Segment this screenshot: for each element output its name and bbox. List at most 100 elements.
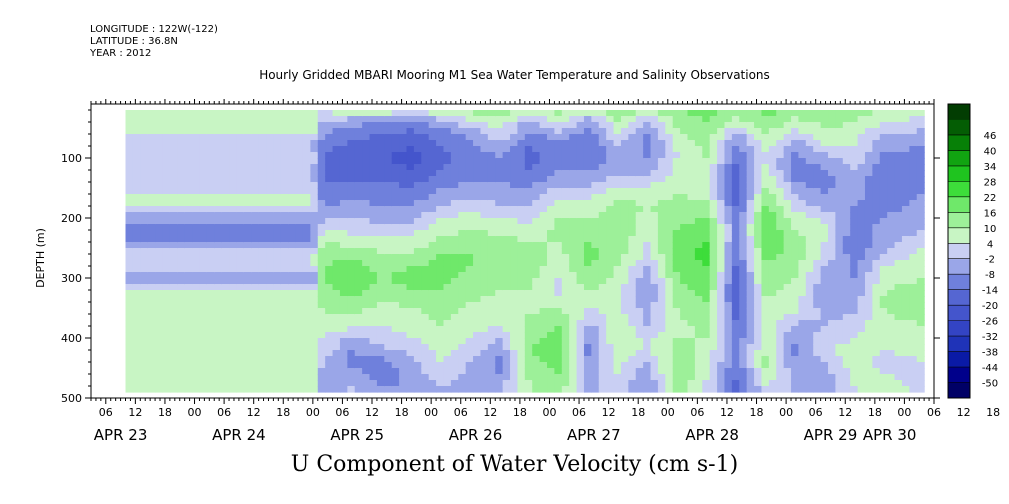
heatmap-cell [280, 344, 289, 351]
heatmap-cell [155, 290, 164, 297]
heatmap-cell [450, 230, 459, 237]
heatmap-cell [310, 344, 319, 351]
heatmap-cell [694, 200, 703, 207]
heatmap-cell [672, 128, 681, 135]
heatmap-cell [473, 170, 482, 177]
heatmap-cell [606, 290, 615, 297]
heatmap-cell [872, 380, 881, 387]
heatmap-cell [458, 152, 467, 159]
heatmap-cell [643, 332, 652, 339]
heatmap-cell [702, 332, 711, 339]
heatmap-cell [280, 386, 289, 393]
heatmap-cell [332, 110, 341, 117]
heatmap-cell [576, 236, 585, 243]
heatmap-cell [842, 116, 851, 123]
heatmap-cell [635, 170, 644, 177]
heatmap-cell [236, 212, 245, 219]
heatmap-cell [347, 158, 356, 165]
heatmap-cell [169, 338, 178, 345]
heatmap-cell [428, 236, 437, 243]
heatmap-cell [739, 164, 748, 171]
heatmap-cell [650, 380, 659, 387]
heatmap-cell [473, 134, 482, 141]
heatmap-cell [192, 182, 201, 189]
heatmap-cell [872, 332, 881, 339]
heatmap-cell [598, 254, 607, 261]
heatmap-cell [517, 296, 526, 303]
heatmap-cell [842, 146, 851, 153]
heatmap-cell [694, 296, 703, 303]
heatmap-cell [347, 326, 356, 333]
heatmap-cell [280, 242, 289, 249]
heatmap-cell [872, 362, 881, 369]
heatmap-cell [842, 338, 851, 345]
heatmap-cell [857, 206, 866, 213]
heatmap-cell [776, 152, 785, 159]
heatmap-cell [872, 242, 881, 249]
heatmap-cell [517, 170, 526, 177]
heatmap-cell [680, 344, 689, 351]
heatmap-cell [606, 296, 615, 303]
heatmap-cell [598, 284, 607, 291]
heatmap-cell [650, 116, 659, 123]
heatmap-cell [295, 248, 304, 255]
heatmap-cell [229, 278, 238, 285]
heatmap-cell [317, 314, 326, 321]
heatmap-cell [561, 338, 570, 345]
heatmap-cell [746, 134, 755, 141]
heatmap-cell [835, 284, 844, 291]
heatmap-cell [473, 146, 482, 153]
heatmap-cell [554, 158, 563, 165]
heatmap-cell [443, 278, 452, 285]
heatmap-cell [620, 152, 629, 159]
heatmap-cell [465, 368, 474, 375]
heatmap-cell [857, 176, 866, 183]
heatmap-cell [169, 320, 178, 327]
heatmap-cell [805, 152, 814, 159]
heatmap-cell [376, 134, 385, 141]
heatmap-cell [510, 176, 519, 183]
heatmap-cell [828, 230, 836, 237]
heatmap-cell [465, 116, 474, 123]
heatmap-cell [583, 296, 592, 303]
heatmap-cell [495, 152, 504, 159]
heatmap-cell [783, 140, 792, 147]
heatmap-cell [820, 164, 829, 171]
heatmap-cell [376, 284, 385, 291]
heatmap-cell [192, 128, 201, 135]
heatmap-cell [687, 260, 696, 267]
heatmap-cell [339, 284, 348, 291]
heatmap-cell [724, 164, 733, 171]
heatmap-cell [694, 224, 703, 231]
heatmap-cell [657, 158, 666, 165]
heatmap-cell [473, 194, 482, 201]
heatmap-cell [362, 266, 371, 273]
heatmap-cell [598, 242, 607, 249]
heatmap-cell [465, 332, 474, 339]
heatmap-cell [798, 170, 807, 177]
heatmap-cell [731, 278, 740, 285]
heatmap-cell [177, 380, 186, 387]
heatmap-cell [606, 386, 615, 393]
heatmap-cell [776, 338, 785, 345]
heatmap-cell [569, 260, 578, 267]
heatmap-cell [206, 188, 215, 195]
heatmap-cell [436, 206, 445, 213]
heatmap-cell [746, 200, 755, 207]
heatmap-cell [406, 218, 415, 225]
heatmap-cell [199, 236, 208, 243]
heatmap-cell [487, 308, 496, 315]
heatmap-cell [465, 188, 474, 195]
heatmap-cell [384, 302, 393, 309]
heatmap-cell [894, 278, 903, 285]
heatmap-cell [502, 380, 511, 387]
heatmap-cell [754, 218, 763, 225]
heatmap-cell [332, 296, 341, 303]
heatmap-cell [724, 158, 733, 165]
heatmap-cell [909, 122, 918, 129]
heatmap-cell [362, 188, 371, 195]
heatmap-cell [620, 260, 629, 267]
heatmap-cell [731, 260, 740, 267]
heatmap-cell [894, 338, 903, 345]
heatmap-cell [569, 272, 578, 279]
